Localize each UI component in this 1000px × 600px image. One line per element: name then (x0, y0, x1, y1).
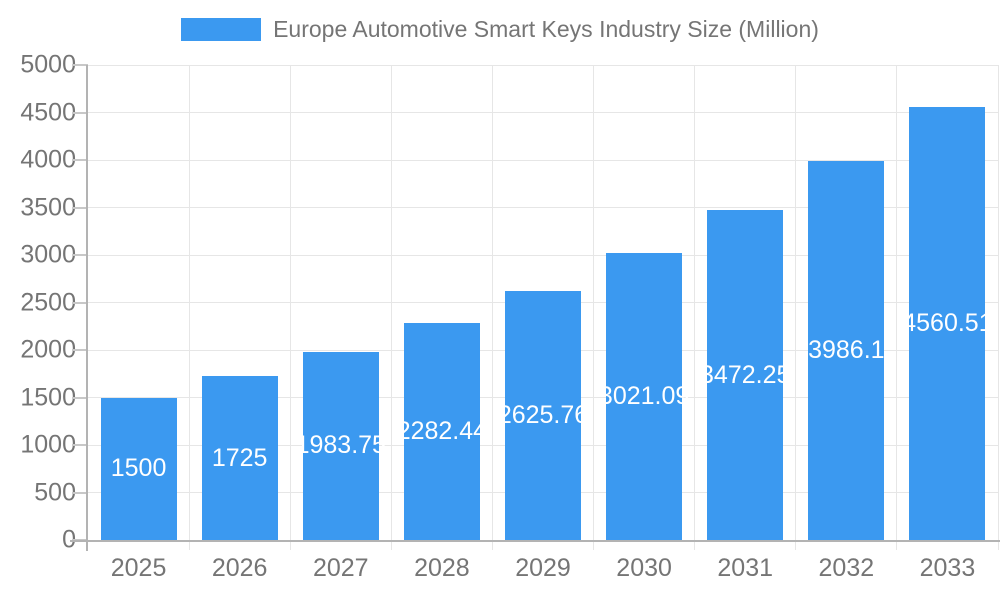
y-axis-tick (72, 64, 88, 66)
bar-value-label: 1725 (211, 443, 268, 472)
plot-area: 0 500 1000 1500 2000 2500 3000 3500 4000 4500 5000… (20, 52, 1000, 581)
y-axis-label: 500 (34, 478, 76, 506)
bar-value-label: 3472.25 (700, 360, 791, 389)
bar-value-label: 1500 (110, 454, 167, 483)
y-axis-tick (72, 396, 88, 399)
y-axis-tick (72, 254, 88, 256)
legend-swatch-icon (181, 18, 262, 41)
y-axis-label: 0 (62, 527, 76, 553)
bar-value-label: 3986.1 (808, 336, 885, 365)
y-axis-label: 4500 (20, 98, 76, 126)
gridline-vertical (289, 65, 291, 550)
x-axis-label-2031: 2031 (717, 554, 774, 582)
y-axis-tick (72, 491, 88, 494)
bar-value-label: 1983.75 (295, 431, 386, 460)
bar-value-label: 2282.44 (396, 417, 488, 446)
y-axis-tick (72, 206, 88, 209)
y-axis-tick (72, 349, 88, 351)
y-axis-label: 1000 (20, 430, 76, 459)
y-axis-tick (72, 159, 88, 161)
y-axis-label: 1500 (20, 383, 76, 411)
x-axis-label-2029: 2029 (515, 554, 571, 582)
legend: Europe Automotive Smart Keys Industry Si… (0, 16, 1000, 43)
bar-2027[interactable]: 1983.75 (296, 351, 386, 540)
y-axis-label: 3000 (20, 240, 76, 269)
y-axis-label: 4000 (20, 145, 76, 174)
bar-2032[interactable]: 3986.1 (808, 161, 885, 540)
y-axis-line (86, 65, 88, 551)
gridline-vertical (491, 65, 493, 550)
bar-value-label: 2625.76 (497, 400, 589, 429)
gridline-vertical (390, 65, 392, 550)
bar-2025[interactable]: 1500 (100, 397, 177, 540)
y-axis-label: 2000 (20, 335, 76, 364)
gridline-vertical (593, 65, 595, 550)
gridline-vertical (896, 65, 898, 550)
gridline-horizontal (88, 159, 998, 161)
x-axis-label-2028: 2028 (414, 554, 470, 582)
gridline-horizontal (88, 112, 998, 113)
gridline-vertical (188, 65, 190, 550)
bar-2031[interactable]: 3472.25 (700, 210, 790, 540)
y-axis-tick (72, 444, 88, 446)
x-axis-label-2025: 2025 (110, 554, 167, 582)
gridline-horizontal (88, 254, 998, 256)
bar-2026[interactable]: 1725 (201, 376, 278, 540)
gridline-horizontal (88, 207, 998, 208)
x-axis-label-2030: 2030 (616, 554, 672, 582)
y-axis-label: 5000 (20, 50, 76, 79)
gridline-horizontal (88, 64, 998, 66)
x-axis-label-2033: 2033 (919, 554, 976, 582)
x-axis-line (70, 540, 1000, 542)
gridline-vertical (997, 65, 999, 550)
gridline-vertical (795, 65, 797, 550)
y-axis-tick (72, 301, 88, 304)
y-axis-label: 2500 (20, 288, 76, 316)
bar-2029[interactable]: 2625.76 (498, 290, 588, 540)
bar-2028[interactable]: 2282.44 (397, 323, 487, 540)
y-axis-tick (72, 111, 88, 114)
x-axis-label-2032: 2032 (818, 554, 875, 582)
chart-title: Europe Automotive Smart Keys Industry Si… (273, 16, 819, 42)
bar-value-label: 4560.51 (902, 308, 993, 337)
bar-2033[interactable]: 4560.51 (902, 106, 993, 540)
x-axis-label-2027: 2027 (312, 554, 369, 582)
x-axis-label-2026: 2026 (211, 554, 268, 582)
y-axis-label: 3500 (20, 193, 76, 221)
bar-2030[interactable]: 3021.09 (599, 253, 689, 540)
legend-item[interactable]: Europe Automotive Smart Keys Industry Si… (181, 16, 819, 43)
bar-value-label: 3021.09 (598, 382, 690, 410)
gridline-vertical (694, 65, 696, 550)
